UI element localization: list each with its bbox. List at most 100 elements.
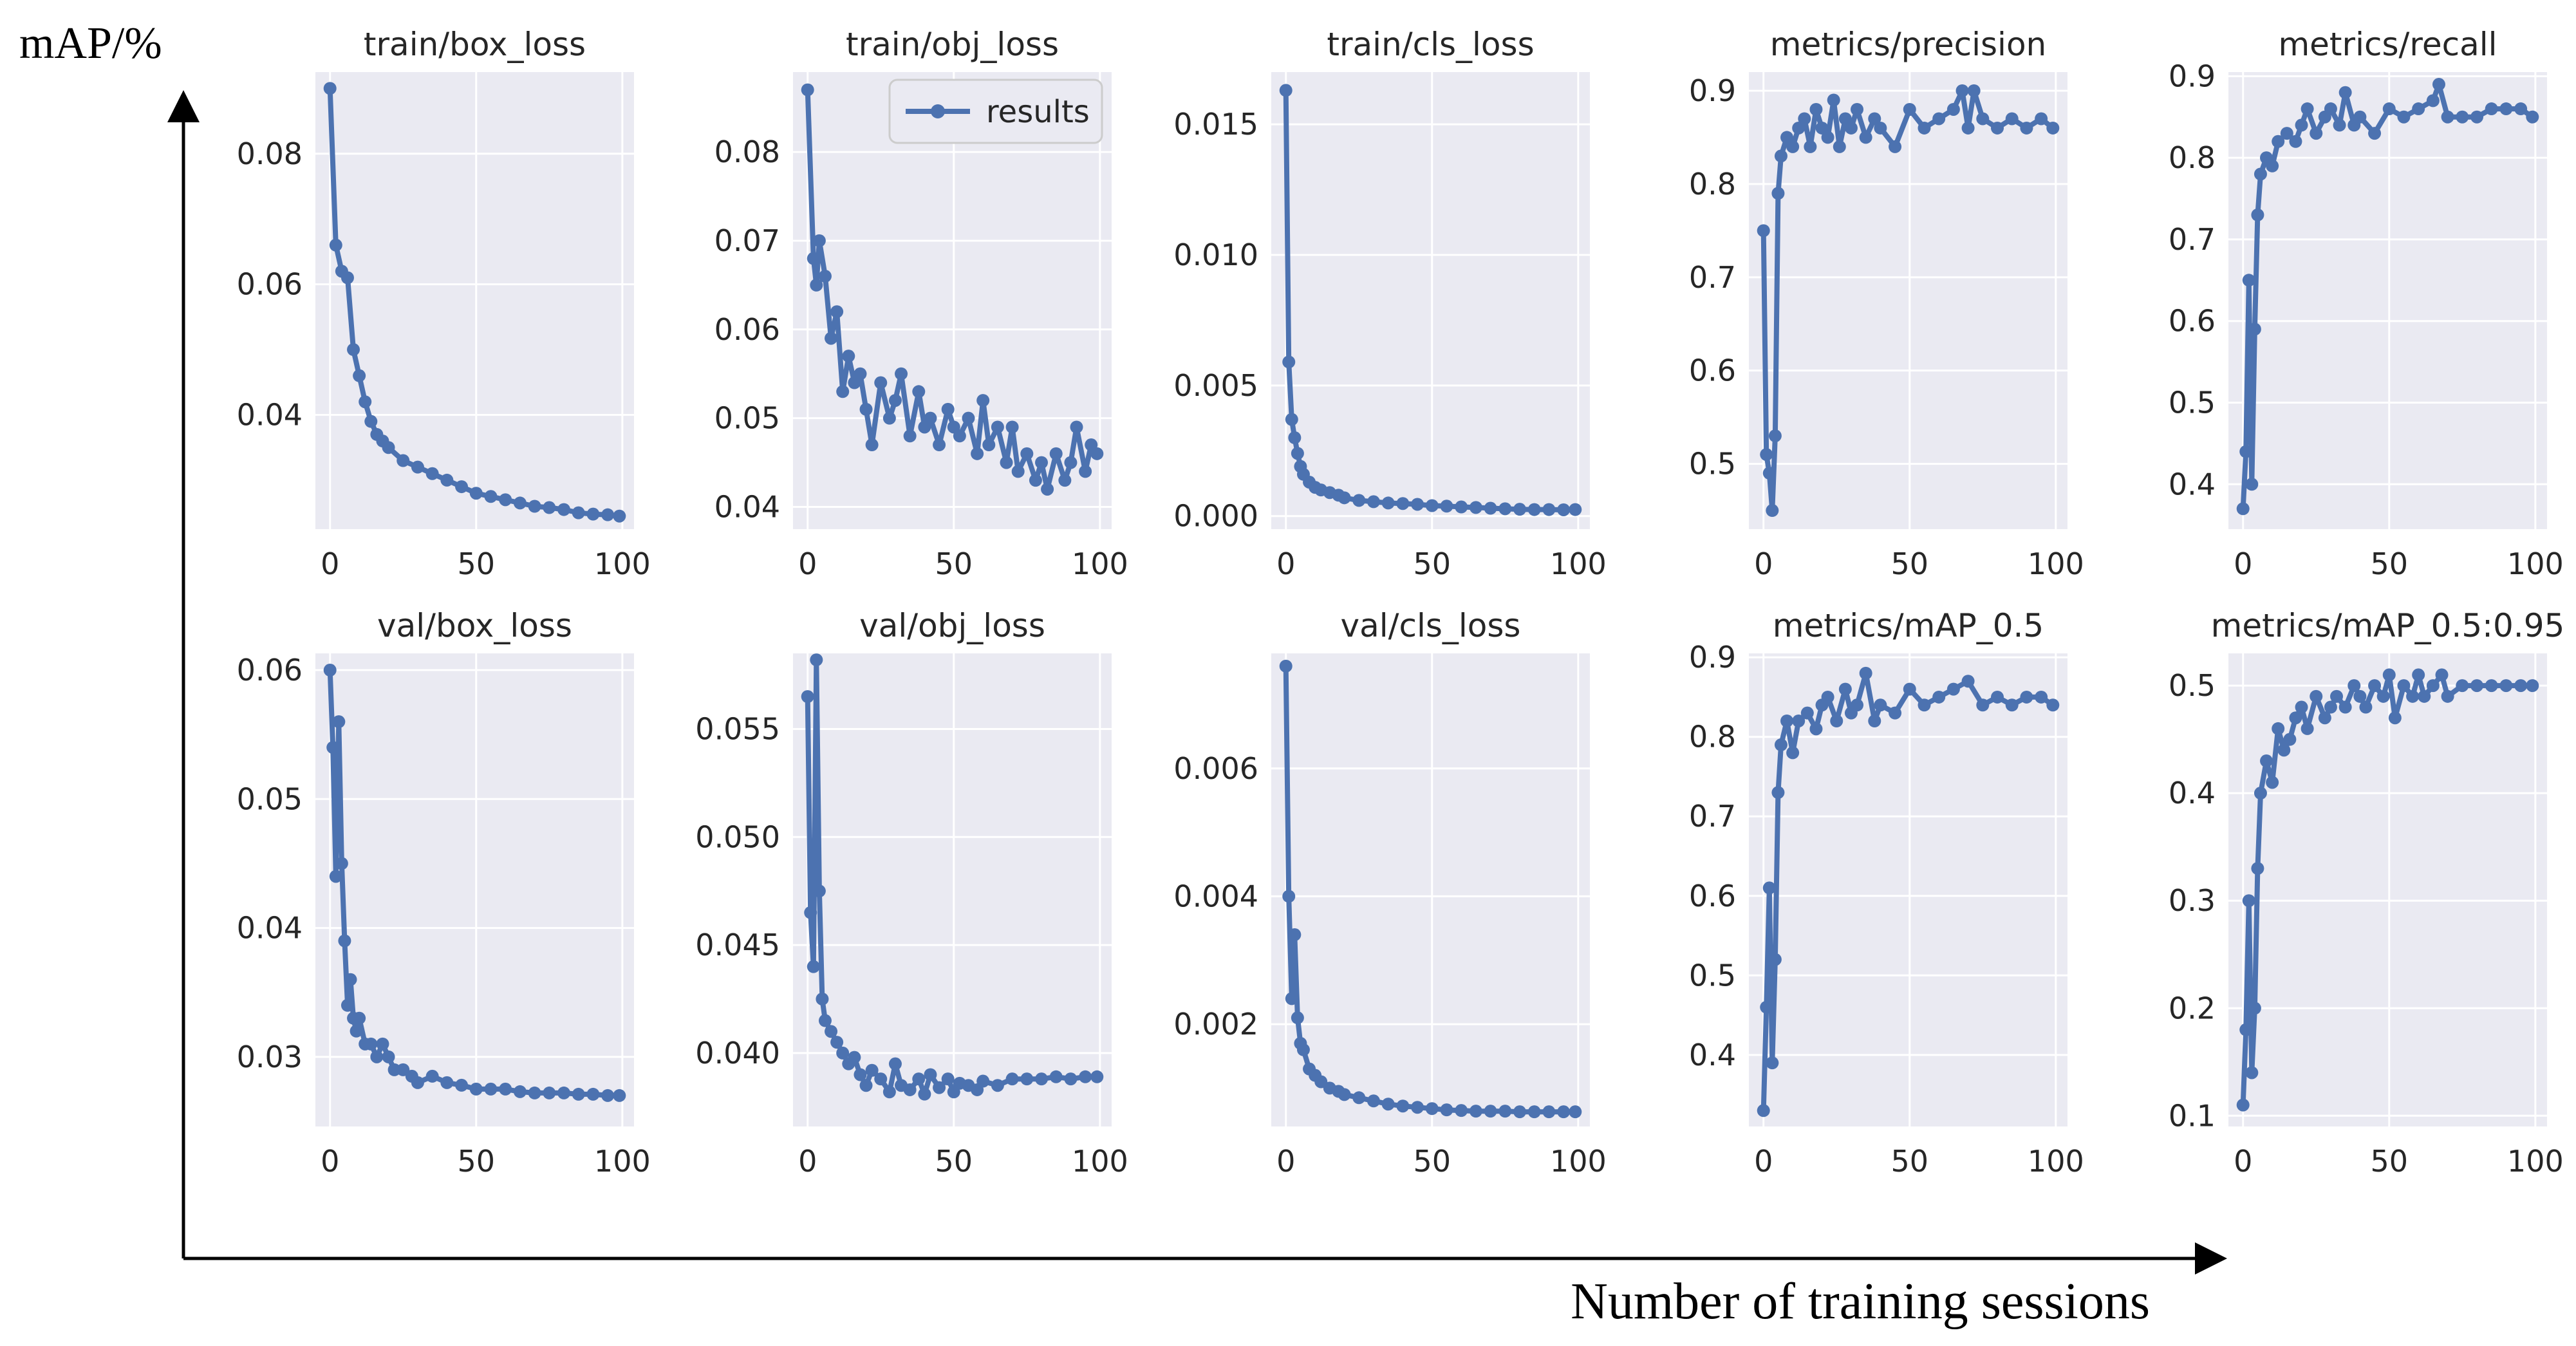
- subplot-title: train/cls_loss: [1327, 26, 1534, 63]
- data-point: [1049, 447, 1063, 460]
- data-point: [903, 1083, 917, 1096]
- data-point: [2046, 121, 2060, 135]
- data-point: [825, 1025, 838, 1038]
- data-point: [1830, 715, 1843, 727]
- subplot-train-obj-loss: 0 50 100 0.04 0.05 0.06 0.07 0.08 train/obj_loss…: [714, 26, 1128, 581]
- data-point: [1976, 112, 1990, 126]
- data-point: [1513, 1105, 1527, 1119]
- data-point: [2005, 112, 2019, 126]
- data-point: [1918, 698, 1931, 712]
- data-point: [2272, 135, 2285, 148]
- data-point: [2239, 1023, 2253, 1036]
- data-point: [329, 238, 342, 252]
- legend-label: results: [986, 94, 1090, 130]
- data-point: [2499, 679, 2513, 693]
- data-point: [1005, 1072, 1019, 1086]
- data-point: [2330, 689, 2344, 703]
- data-point: [895, 367, 908, 380]
- data-point: [1838, 682, 1852, 696]
- x-tick-label: 100: [1072, 1144, 1128, 1179]
- data-point: [1381, 1098, 1395, 1111]
- data-point: [1381, 496, 1395, 510]
- x-tick-label: 0: [321, 1144, 339, 1179]
- x-tick-label: 0: [321, 547, 339, 581]
- data-point: [2035, 112, 2048, 126]
- y-axis-label: mAP/%: [19, 19, 162, 68]
- x-tick-label: 100: [2028, 547, 2084, 581]
- data-point: [2397, 679, 2411, 693]
- y-tick-label: 0.04: [714, 490, 780, 525]
- y-tick-label: 0.040: [695, 1036, 780, 1070]
- x-tick-label: 0: [2234, 1144, 2252, 1179]
- data-point: [1771, 786, 1785, 799]
- data-point: [1291, 447, 1304, 460]
- data-point: [382, 441, 395, 454]
- data-point: [1011, 465, 1025, 478]
- data-point: [2242, 894, 2255, 908]
- data-point: [411, 1076, 424, 1089]
- x-tick-label: 50: [1413, 547, 1451, 581]
- data-point: [1291, 1011, 1304, 1025]
- data-point: [2245, 478, 2259, 491]
- data-point: [1469, 501, 1482, 514]
- subplot-title: val/box_loss: [377, 607, 572, 644]
- data-point: [543, 501, 556, 514]
- data-point: [1411, 498, 1424, 511]
- data-point: [2426, 679, 2440, 693]
- data-point: [976, 394, 990, 407]
- data-point: [854, 1068, 867, 1081]
- y-tick-label: 0.8: [1689, 720, 1736, 754]
- data-point: [1946, 102, 1960, 116]
- data-point: [1542, 503, 1556, 516]
- data-point: [1760, 448, 1773, 462]
- y-tick-label: 0.5: [1689, 447, 1736, 481]
- x-tick-label: 0: [798, 1144, 817, 1179]
- data-point: [1762, 881, 1776, 895]
- data-point: [513, 496, 527, 510]
- data-point: [810, 653, 823, 667]
- data-point: [2272, 722, 2285, 735]
- data-point: [1035, 456, 1049, 469]
- data-point: [804, 906, 817, 919]
- data-point: [991, 1079, 1004, 1092]
- data-point: [1296, 1043, 1310, 1056]
- data-point: [2526, 110, 2539, 124]
- data-point: [1760, 1000, 1773, 1014]
- data-point: [1396, 497, 1410, 510]
- data-point: [2470, 110, 2484, 124]
- data-point: [1569, 503, 1582, 516]
- y-tick-label: 0.9: [2169, 59, 2216, 93]
- y-tick-label: 0.000: [1173, 499, 1258, 534]
- x-tick-label: 100: [2028, 1144, 2084, 1179]
- y-tick-label: 0.006: [1173, 751, 1258, 786]
- data-point: [499, 493, 512, 507]
- x-tick-label: 0: [1276, 1144, 1295, 1179]
- data-point: [933, 1081, 946, 1094]
- data-point: [2368, 127, 2382, 140]
- data-point: [1000, 456, 1013, 469]
- data-point: [1786, 140, 1800, 153]
- data-point: [2470, 679, 2484, 693]
- data-point: [2301, 102, 2314, 116]
- data-point: [513, 1085, 527, 1098]
- data-point: [2382, 668, 2396, 682]
- subplot-train-box-loss: 0 50 100 0.04 0.06 0.08 train/box_loss: [237, 26, 651, 581]
- data-point: [2353, 689, 2367, 703]
- data-point: [1859, 666, 1872, 680]
- data-point: [1821, 690, 1834, 704]
- x-tick-label: 0: [798, 547, 817, 581]
- data-point: [848, 1051, 861, 1064]
- data-point: [830, 1036, 844, 1049]
- subplot-metrics-map-0-5-0-95: 0 50 100 0.1 0.2 0.3 0.4 0.5 metrics/mAP_0.5:0.9…: [2169, 607, 2564, 1179]
- x-tick-label: 0: [1754, 547, 1773, 581]
- data-point: [859, 1079, 873, 1092]
- legend-box: [888, 79, 1103, 144]
- data-point: [1527, 1105, 1541, 1119]
- data-point: [1367, 495, 1380, 509]
- data-point: [2236, 1098, 2250, 1112]
- data-point: [528, 1086, 541, 1099]
- y-tick-label: 0.005: [1173, 368, 1258, 403]
- data-point: [2251, 862, 2264, 875]
- y-tick-label: 0.015: [1173, 107, 1258, 142]
- data-point: [874, 376, 888, 389]
